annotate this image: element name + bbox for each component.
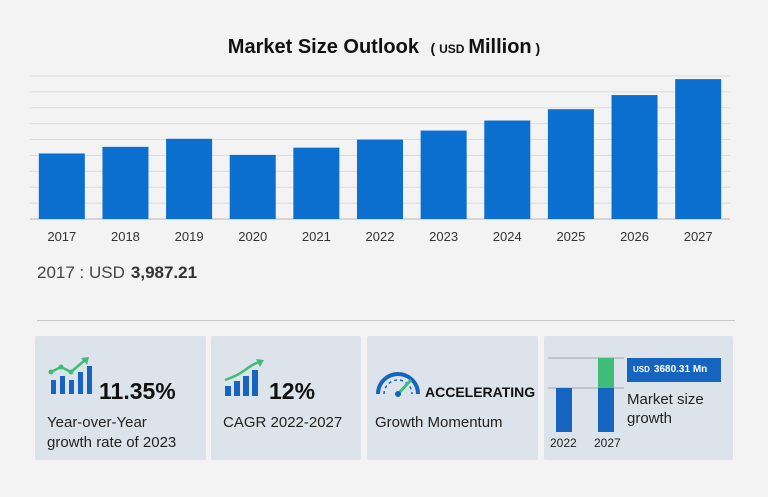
market-size-bar-chart: 2017 2018 2019 2020 2021 2022 2023 2024 2025 2026… — [30, 75, 730, 244]
mini-year-end: 2027 — [594, 436, 621, 450]
bar-2018 — [102, 146, 149, 219]
momentum-label: Growth Momentum — [375, 414, 503, 431]
bar-2022 — [357, 139, 403, 219]
chart-title: Market Size Outlook ( USD Million ) — [0, 36, 768, 59]
x-tick-2025: 2025 — [556, 229, 585, 244]
market-size-growth-card: 2022 2027 USD 3680.31 Mn Market size grow… — [544, 336, 733, 460]
x-tick-2026: 2026 — [620, 229, 649, 244]
x-tick-2027: 2027 — [684, 229, 713, 244]
yoy-label-1: Year-over-Year — [47, 414, 147, 431]
bar-2019 — [166, 138, 213, 219]
bar-2027 — [675, 79, 722, 219]
unit-label: Million — [468, 36, 532, 58]
cagr-card: 12% CAGR 2022-2027 — [211, 336, 361, 460]
bar-2020 — [229, 154, 276, 219]
growth-value-badge: USD 3680.31 Mn — [627, 358, 721, 382]
momentum-card: ACCELERATING Growth Momentum — [367, 336, 538, 460]
growth-label-2: growth — [627, 410, 673, 427]
first-year-amount: 3,987.21 — [130, 263, 198, 282]
momentum-value: ACCELERATING — [425, 384, 536, 400]
cagr-value: 12% — [269, 378, 316, 404]
bar-2017 — [38, 153, 85, 219]
yoy-value: 11.35% — [99, 378, 176, 404]
x-tick-2018: 2018 — [111, 229, 140, 244]
mini-year-start: 2022 — [550, 436, 577, 450]
mini-growth-chart — [548, 357, 624, 432]
bar-2025 — [547, 109, 594, 219]
x-tick-2017: 2017 — [47, 229, 76, 244]
yoy-label-2: growth rate of 2023 — [47, 434, 177, 451]
growth-label-1: Market size — [627, 391, 704, 408]
badge-prefix: USD — [633, 365, 650, 374]
growth-bar-chart-icon — [48, 357, 92, 394]
first-year-label: 2017 : USD — [37, 263, 125, 282]
yoy-growth-card: 11.35% Year-over-Year growth rate of 202… — [35, 336, 206, 460]
x-tick-2024: 2024 — [493, 229, 522, 244]
x-tick-2023: 2023 — [429, 229, 458, 244]
chart-title-main: Market Size Outlook — [227, 36, 419, 58]
chart-title-unit: ( USD Million ) — [430, 36, 541, 58]
x-tick-2019: 2019 — [175, 229, 204, 244]
divider — [37, 320, 735, 321]
x-tick-2020: 2020 — [238, 229, 267, 244]
bar-2021 — [293, 147, 340, 219]
unit-prefix: USD — [439, 42, 465, 56]
first-year-value: 2017 : USD 3,987.21 — [37, 263, 197, 283]
speedometer-icon — [376, 372, 420, 397]
bar-2023 — [420, 130, 467, 219]
bar-2024 — [484, 120, 531, 219]
mini-bar-2027 — [598, 388, 614, 432]
cagr-label: CAGR 2022-2027 — [223, 414, 343, 431]
x-tick-2022: 2022 — [366, 229, 395, 244]
x-tick-2021: 2021 — [302, 229, 331, 244]
mini-bar-growth — [598, 358, 614, 388]
badge-value: 3680.31 Mn — [653, 364, 708, 375]
bar-2026 — [611, 95, 658, 219]
trend-bar-chart-icon — [224, 359, 264, 396]
mini-bar-2022 — [556, 388, 572, 432]
